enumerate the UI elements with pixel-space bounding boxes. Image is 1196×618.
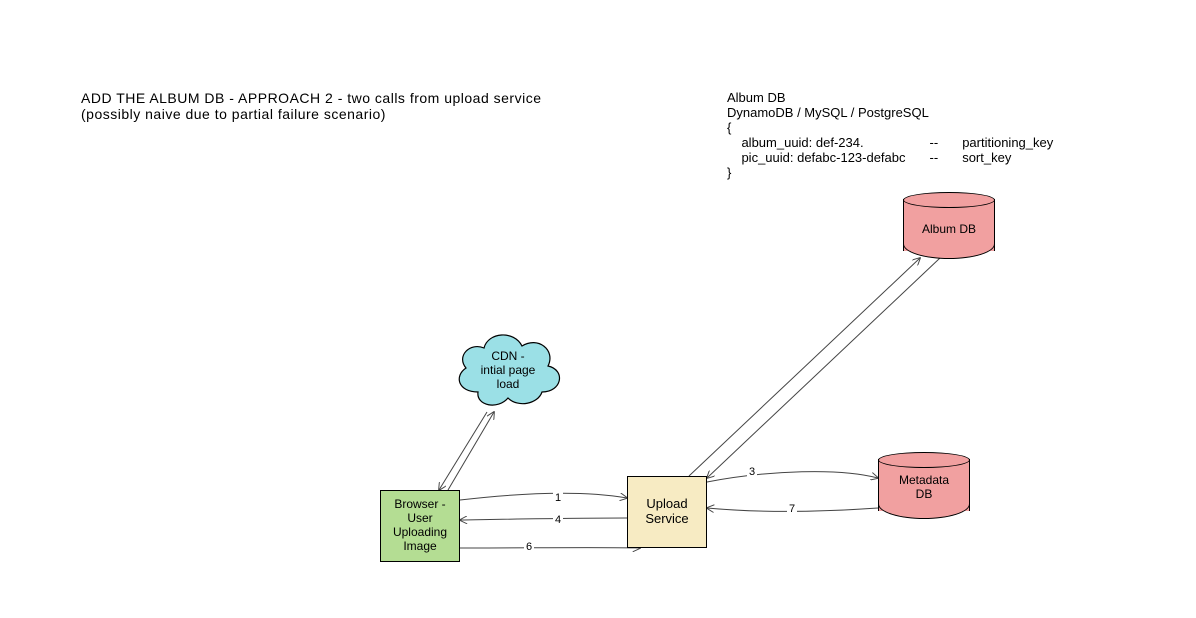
edge-label-7: 7 <box>787 503 797 515</box>
upload-service-node: Upload Service <box>627 476 707 548</box>
edge-cdn-browser-7 <box>439 412 487 490</box>
schema-name: Album DB <box>727 90 1053 105</box>
title-line2: (possibly naive due to partial failure s… <box>81 106 541 122</box>
schema-notes: partitioning_key sort_key <box>962 135 1053 165</box>
diagram-title: ADD THE ALBUM DB - APPROACH 2 - two call… <box>81 90 541 122</box>
metadata-db-label: Metadata DB <box>878 468 970 508</box>
schema-close: } <box>727 165 731 180</box>
schema-body: album_uuid: def-234. pic_uuid: defabc-12… <box>727 135 1053 165</box>
edge-label-1: 1 <box>553 492 563 504</box>
metadata-db-node: Metadata DB <box>878 452 970 518</box>
schema-block: Album DB DynamoDB / MySQL / PostgreSQL {… <box>727 90 1053 180</box>
edge-upload-browser-1 <box>460 518 627 520</box>
diagram-canvas: ADD THE ALBUM DB - APPROACH 2 - two call… <box>0 0 1196 618</box>
schema-open: { <box>727 120 731 135</box>
album-db-node: Album DB <box>903 192 995 258</box>
edge-upload-metadatadb-2 <box>707 472 878 482</box>
cdn-label: CDN - intial page load <box>448 350 568 391</box>
browser-node: Browser - User Uploading Image <box>380 490 460 562</box>
album-db-label: Album DB <box>903 210 995 250</box>
edge-browser-cdn-8 <box>448 412 494 490</box>
edge-label-4: 4 <box>553 514 563 526</box>
edge-label-6: 6 <box>524 541 534 553</box>
title-line1: ADD THE ALBUM DB - APPROACH 2 - two call… <box>81 90 541 106</box>
edge-albumdb-upload-6 <box>707 258 940 478</box>
schema-tech: DynamoDB / MySQL / PostgreSQL <box>727 105 1053 120</box>
edge-browser-upload-0 <box>460 493 627 500</box>
schema-dashes: -- -- <box>930 135 939 165</box>
cdn-cloud: CDN - intial page load <box>448 326 568 412</box>
edge-upload-albumdb-5 <box>689 258 920 476</box>
schema-fields: album_uuid: def-234. pic_uuid: defabc-12… <box>727 135 906 165</box>
edge-label-3: 3 <box>747 466 757 478</box>
